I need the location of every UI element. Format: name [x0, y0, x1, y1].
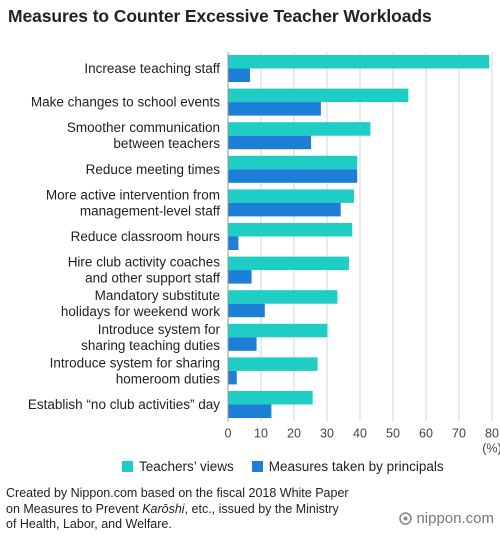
x-tick-label: 10	[254, 427, 268, 441]
bar-teachers-views	[228, 391, 313, 405]
category-label: Introduce system for	[98, 322, 221, 337]
source-note-line-2: on Measures to Prevent Karōshi, etc., is…	[6, 501, 339, 516]
bar-principals-measures	[228, 202, 341, 217]
logo-text: nippon.com	[416, 510, 494, 527]
category-label: More active intervention from	[46, 187, 220, 202]
bar-teachers-views	[228, 189, 354, 203]
category-label: Increase teaching staff	[84, 61, 220, 76]
category-label: Introduce system for sharing	[50, 355, 220, 370]
x-tick-label: 50	[386, 427, 400, 441]
bar-principals-measures	[228, 404, 272, 418]
x-tick-label: 40	[353, 427, 367, 441]
bar-teachers-views	[228, 357, 318, 371]
bar-teachers-views	[228, 223, 353, 237]
category-label: Hire club activity coaches	[68, 255, 221, 270]
category-label: sharing teaching duties	[81, 338, 220, 353]
chart-title: Measures to Counter Excessive Teacher Wo…	[8, 6, 432, 26]
category-label: Reduce meeting times	[86, 162, 221, 177]
legend-item-principals: Measures taken by principals	[251, 458, 444, 474]
bar-principals-measures	[228, 135, 311, 150]
bar-teachers-views	[228, 290, 338, 304]
source-note-line-1: Created by Nippon.com based on the fisca…	[6, 486, 349, 500]
bar-chart: 0 10 20 30 40 50 60 70 80 (%) Increase teaching st…	[0, 40, 500, 460]
legend-label-teachers: Teachers’ views	[139, 458, 234, 474]
x-tick-label: 20	[287, 427, 301, 441]
legend-item-teachers: Teachers’ views	[122, 459, 234, 474]
bar-principals-measures	[228, 169, 358, 183]
logo-icon	[399, 512, 413, 525]
x-tick-label: 60	[419, 427, 433, 441]
chart-svg: 0 10 20 30 40 50 60 70 80(%) Increase teaching st…	[28, 52, 500, 456]
category-label: homeroom duties	[116, 371, 221, 386]
category-label: holidays for weekend work	[61, 304, 220, 319]
bar-teachers-views	[228, 122, 371, 136]
x-tick-label: 30	[320, 427, 334, 441]
bar-teachers-views	[228, 323, 328, 338]
category-label: Establish “no club activities” day	[28, 397, 220, 412]
bar-teachers-views	[228, 155, 358, 170]
category-label: Make changes to school events	[31, 95, 220, 110]
source-note: Created by Nippon.com based on the fisca…	[6, 486, 386, 533]
category-label: and other support staff	[85, 271, 220, 286]
x-tick-label: 70	[452, 427, 466, 441]
bar-principals-measures	[228, 370, 237, 385]
bar-principals-measures	[228, 236, 239, 250]
category-label: Smoother communication	[67, 120, 220, 135]
x-tick-label: 80	[485, 427, 499, 441]
x-unit-label: (%)	[482, 442, 500, 456]
bar-principals-measures	[228, 337, 257, 351]
category-label: management-level staff	[80, 203, 220, 218]
chart-legend: Teachers’ views Measures taken by princi…	[122, 456, 462, 476]
bar-principals-measures	[228, 68, 250, 82]
category-label: Reduce classroom hours	[71, 229, 221, 244]
legend-label-principals: Measures taken by principals	[268, 458, 444, 474]
bar-principals-measures	[228, 270, 252, 284]
bar-principals-measures	[228, 303, 265, 318]
bar-teachers-views	[228, 88, 409, 103]
x-tick-label: 0	[225, 427, 232, 441]
source-note-line-3: of Health, Labor, and Welfare.	[6, 517, 172, 531]
category-label: Mandatory substitute	[95, 288, 220, 303]
bar-principals-measures	[228, 102, 321, 116]
bar-teachers-views	[228, 55, 490, 69]
bar-teachers-views	[228, 256, 349, 271]
legend-swatch-principals	[251, 460, 263, 472]
nippon-logo: nippon.com	[399, 510, 494, 527]
legend-swatch-teachers	[122, 460, 133, 472]
category-label: between teachers	[113, 136, 220, 151]
